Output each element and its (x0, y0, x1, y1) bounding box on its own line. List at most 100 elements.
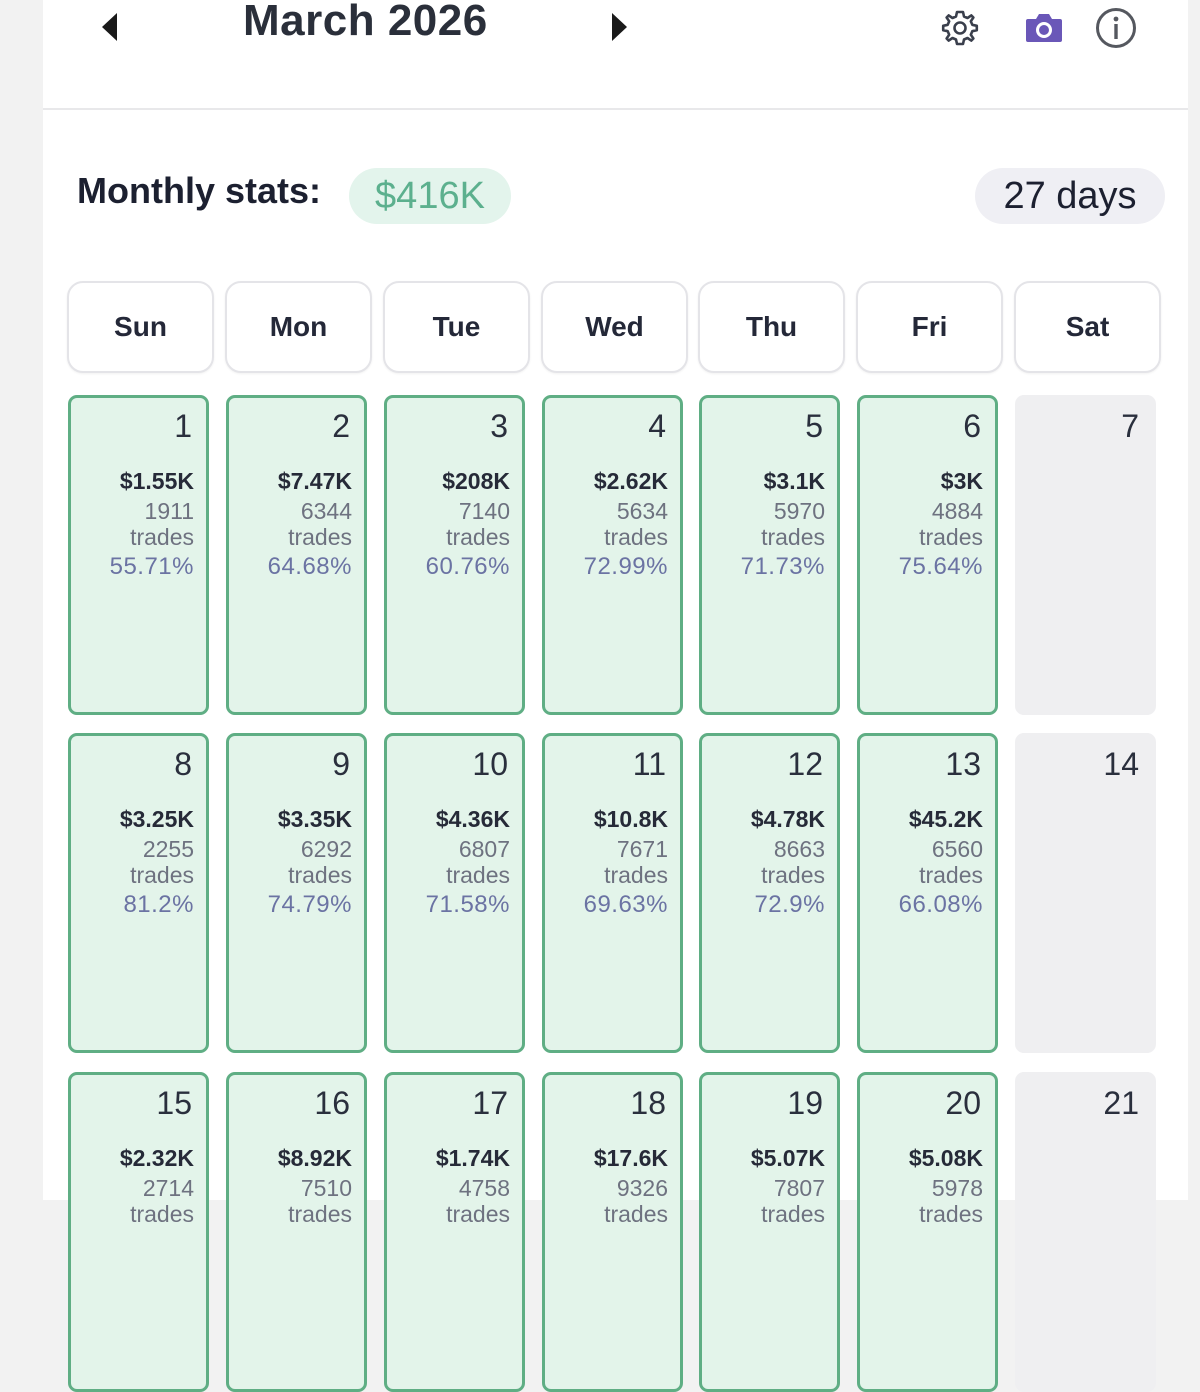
calendar-panel: March 2026 (43, 0, 1188, 1392)
trade-unit: trades (288, 862, 352, 888)
day-number: 19 (787, 1085, 823, 1121)
monthly-pnl-badge: $416K (349, 168, 511, 224)
day-pnl: $8.92K (277, 1145, 352, 1171)
day-cell[interactable]: 15 $2.32K 2714 trades (68, 1072, 209, 1392)
day-trades: 7671 trades (604, 836, 668, 888)
trade-count: 7510 (300, 1175, 352, 1201)
day-trades: 7807 trades (761, 1175, 825, 1227)
day-cell[interactable]: 2 $7.47K 6344 trades 64.68% (226, 395, 367, 715)
screenshot-button[interactable] (1022, 6, 1066, 50)
settings-button[interactable] (938, 6, 982, 50)
day-cell[interactable]: 3 $208K 7140 trades 60.76% (384, 395, 525, 715)
day-trades: 2255 trades (130, 836, 194, 888)
trade-unit: trades (604, 524, 668, 550)
day-cell[interactable]: 20 $5.08K 5978 trades (857, 1072, 998, 1392)
weekday-wed: Wed (541, 281, 688, 373)
day-number: 21 (1103, 1085, 1139, 1121)
day-number: 10 (472, 746, 508, 782)
trade-unit: trades (604, 862, 668, 888)
day-trades: 7510 trades (288, 1175, 352, 1227)
caret-left-icon (102, 13, 117, 41)
weekday-sat: Sat (1014, 281, 1161, 373)
trade-count: 6292 (300, 836, 352, 862)
day-pnl: $1.74K (435, 1145, 510, 1171)
day-number: 20 (945, 1085, 981, 1121)
trade-count: 5970 (773, 498, 825, 524)
day-cell[interactable]: 6 $3K 4884 trades 75.64% (857, 395, 998, 715)
day-cell[interactable]: 8 $3.25K 2255 trades 81.2% (68, 733, 209, 1053)
day-cell[interactable]: 12 $4.78K 8663 trades 72.9% (699, 733, 840, 1053)
trade-count: 8663 (773, 836, 825, 862)
trade-unit: trades (919, 1201, 983, 1227)
day-cell[interactable]: 5 $3.1K 5970 trades 71.73% (699, 395, 840, 715)
weekday-tue: Tue (383, 281, 530, 373)
day-number: 18 (630, 1085, 666, 1121)
day-pnl: $7.47K (277, 468, 352, 494)
day-cell-empty[interactable]: 14 (1015, 733, 1156, 1053)
day-cell-empty[interactable]: 21 (1015, 1072, 1156, 1392)
gear-icon (941, 10, 979, 46)
day-win-rate: 72.99% (583, 553, 668, 580)
day-win-rate: 55.71% (109, 553, 194, 580)
day-pnl: $10.8K (593, 806, 668, 832)
day-cell[interactable]: 10 $4.36K 6807 trades 71.58% (384, 733, 525, 1053)
day-pnl: $4.36K (435, 806, 510, 832)
day-number: 17 (472, 1085, 508, 1121)
trade-count: 9326 (616, 1175, 668, 1201)
day-cell[interactable]: 11 $10.8K 7671 trades 69.63% (542, 733, 683, 1053)
calendar-grid: 1 $1.55K 1911 trades 55.71% 2 $7.47K 6344… (67, 394, 1163, 1392)
day-win-rate: 71.58% (425, 891, 510, 918)
day-trades: 4884 trades (919, 498, 983, 550)
day-pnl: $1.55K (119, 468, 194, 494)
day-trades: 7140 trades (446, 498, 510, 550)
trade-unit: trades (130, 862, 194, 888)
day-win-rate: 74.79% (267, 891, 352, 918)
day-cell[interactable]: 16 $8.92K 7510 trades (226, 1072, 367, 1392)
day-pnl: $3.1K (763, 468, 825, 494)
day-win-rate: 64.68% (267, 553, 352, 580)
day-cell[interactable]: 13 $45.2K 6560 trades 66.08% (857, 733, 998, 1053)
trade-unit: trades (288, 524, 352, 550)
weekday-sun: Sun (67, 281, 214, 373)
trade-count: 4758 (458, 1175, 510, 1201)
day-win-rate: 66.08% (898, 891, 983, 918)
day-trades: 6292 trades (288, 836, 352, 888)
day-win-rate: 71.73% (740, 553, 825, 580)
day-win-rate: 60.76% (425, 553, 510, 580)
weekday-fri: Fri (856, 281, 1003, 373)
day-trades: 6344 trades (288, 498, 352, 550)
trade-count: 6807 (458, 836, 510, 862)
day-cell-empty[interactable]: 7 (1015, 395, 1156, 715)
trade-unit: trades (446, 524, 510, 550)
weekday-header-row: Sun Mon Tue Wed Thu Fri Sat (67, 281, 1163, 373)
day-cell[interactable]: 9 $3.35K 6292 trades 74.79% (226, 733, 367, 1053)
day-win-rate: 75.64% (898, 553, 983, 580)
day-number: 12 (787, 746, 823, 782)
trade-unit: trades (761, 862, 825, 888)
trade-unit: trades (604, 1201, 668, 1227)
trade-count: 1911 (144, 498, 194, 524)
trade-count: 4884 (931, 498, 983, 524)
info-icon (1096, 8, 1136, 48)
day-pnl: $208K (442, 468, 510, 494)
previous-month-button[interactable] (93, 10, 133, 44)
day-number: 11 (632, 746, 666, 782)
day-number: 15 (156, 1085, 192, 1121)
trade-count: 5978 (931, 1175, 983, 1201)
day-cell[interactable]: 19 $5.07K 7807 trades (699, 1072, 840, 1392)
monthly-stats-label: Monthly stats: (77, 170, 322, 211)
day-cell[interactable]: 17 $1.74K 4758 trades (384, 1072, 525, 1392)
day-trades: 2714 trades (130, 1175, 194, 1227)
info-button[interactable] (1094, 6, 1138, 50)
day-trades: 6560 trades (919, 836, 983, 888)
day-cell[interactable]: 1 $1.55K 1911 trades 55.71% (68, 395, 209, 715)
next-month-button[interactable] (596, 10, 636, 44)
trade-count: 6344 (300, 498, 352, 524)
day-pnl: $4.78K (750, 806, 825, 832)
day-cell[interactable]: 18 $17.6K 9326 trades (542, 1072, 683, 1392)
trade-count: 6560 (931, 836, 983, 862)
day-number: 1 (174, 408, 192, 444)
camera-icon (1026, 14, 1062, 42)
day-cell[interactable]: 4 $2.62K 5634 trades 72.99% (542, 395, 683, 715)
day-number: 2 (332, 408, 350, 444)
